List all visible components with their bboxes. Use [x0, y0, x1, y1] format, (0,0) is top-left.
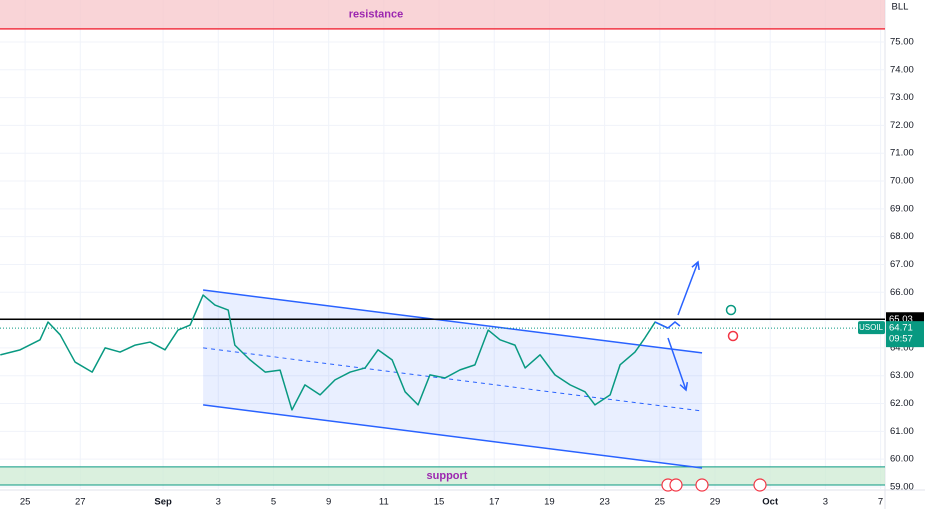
y-tick-label: 69.00 [890, 203, 914, 214]
x-tick-label: Oct [762, 497, 779, 508]
channel-lower [203, 404, 703, 469]
y-tick-label: 75.00 [890, 37, 914, 48]
y-tick-label: 67.00 [890, 259, 914, 270]
y-tick-label: 59.00 [890, 481, 914, 492]
x-tick-label: 3 [823, 497, 828, 508]
x-tick-label: 3 [216, 497, 221, 508]
x-tick-label: 5 [271, 497, 276, 508]
x-tick-label: 17 [489, 497, 500, 508]
x-tick-label: 9 [326, 497, 331, 508]
x-tick-label: 19 [544, 497, 555, 508]
symbol-tag: BLL [892, 2, 909, 13]
projection-arrow [667, 337, 687, 391]
event-icon [753, 478, 767, 492]
channel-middle [203, 347, 703, 412]
y-tick-label: 70.00 [890, 176, 914, 187]
x-tick-label: 15 [434, 497, 445, 508]
y-tick-label: 62.00 [890, 398, 914, 409]
y-tick-label: 66.00 [890, 287, 914, 298]
marker-green [725, 304, 737, 316]
y-tick-label: 60.00 [890, 454, 914, 465]
x-tick-label: 11 [379, 497, 389, 508]
channel-upper [203, 289, 703, 354]
y-tick-label: 72.00 [890, 120, 914, 131]
x-tick-label: 27 [75, 497, 86, 508]
projection-zigzag [654, 321, 681, 329]
x-tick-label: Sep [154, 497, 172, 508]
resistance-zone [0, 0, 885, 29]
x-tick-label: 25 [655, 497, 666, 508]
arrow-head [679, 381, 689, 392]
symbol-badge [858, 321, 885, 335]
price-line-series [0, 294, 669, 411]
last-price-label: 64.71 [889, 323, 913, 334]
x-tick-label: 23 [599, 497, 610, 508]
y-tick-label: 73.00 [890, 92, 914, 103]
support-label: support [427, 470, 468, 482]
x-tick-label: 7 [878, 497, 883, 508]
marker-red [727, 330, 739, 342]
countdown-label: 09:57 [889, 334, 913, 345]
projection-arrow [677, 261, 699, 316]
y-tick-label: 64.00 [890, 342, 914, 353]
event-icon [669, 478, 683, 492]
y-tick-label: 71.00 [890, 148, 914, 159]
event-icon [695, 478, 709, 492]
y-tick-label: 74.00 [890, 64, 914, 75]
x-tick-label: 29 [710, 497, 721, 508]
last-price-badge [886, 321, 924, 348]
y-tick-label: 68.00 [890, 231, 914, 242]
y-tick-label: 61.00 [890, 426, 914, 437]
y-tick-label: 63.00 [890, 370, 914, 381]
price-line-label: 65.03 [889, 314, 913, 325]
x-tick-label: 25 [20, 497, 31, 508]
price-axis-bg [885, 0, 925, 509]
arrow-head [691, 260, 700, 271]
symbol-label: USOIL [859, 323, 884, 332]
resistance-label: resistance [349, 8, 403, 20]
